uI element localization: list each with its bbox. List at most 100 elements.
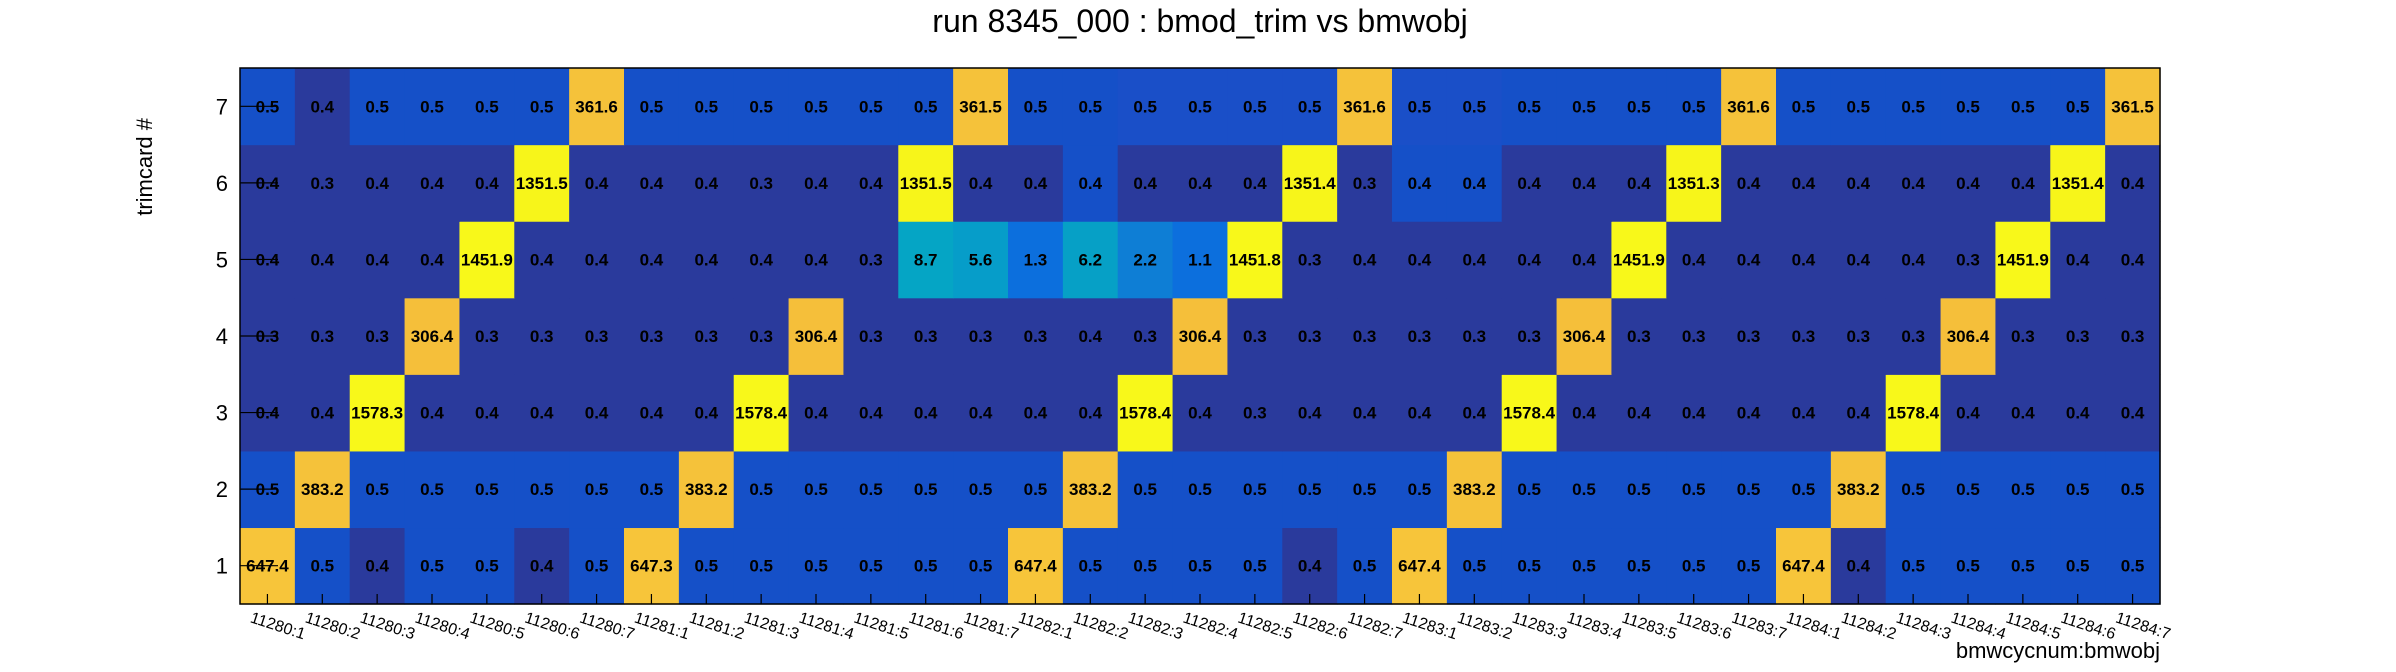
heatmap-cell [1611, 374, 1667, 452]
heatmap-cell [1282, 527, 1338, 605]
cell-value-label: 0.4 [1188, 404, 1212, 423]
cell-value-label: 0.4 [1517, 250, 1541, 269]
heatmap-cell [1392, 527, 1448, 605]
cell-value-label: 0.5 [1353, 557, 1377, 576]
heatmap-cell [678, 450, 735, 529]
heatmap-cell [1885, 527, 1942, 605]
cell-value-label: 0.5 [1078, 557, 1102, 576]
cell-value-label: 0.4 [804, 250, 828, 269]
cell-value-label: 0.4 [2121, 404, 2145, 423]
heatmap-cell [1830, 221, 1887, 299]
cell-value-label: 1578.4 [1887, 404, 1940, 423]
cell-value-label: 0.4 [2011, 404, 2035, 423]
cell-value-label: 0.3 [640, 327, 664, 346]
cell-value-label: 0.4 [804, 174, 828, 193]
x-tick-label: 11281:1 [632, 610, 691, 644]
heatmap-cell [1666, 144, 1722, 222]
cell-value-label: 0.3 [1956, 250, 1980, 269]
heatmap-cell [843, 450, 899, 529]
x-tick-label: 11280:4 [413, 610, 472, 644]
heatmap-cell [1721, 297, 1777, 375]
cell-value-label: 0.4 [640, 174, 664, 193]
cell-value-label: 0.4 [640, 404, 664, 423]
cell-labels: 647.4 0.5 0.4 0.5 0.5 0.4 0.5 647.3 0.5 0.5 0.5 0.5… [246, 97, 2154, 575]
cell-value-label: 0.4 [530, 404, 554, 423]
x-tick-label: 11284:3 [1894, 610, 1953, 644]
cell-value-label: 0.5 [914, 480, 938, 499]
cell-value-label: 0.5 [420, 97, 444, 116]
cell-value-label: 0.4 [1901, 250, 1925, 269]
cell-value-label: 0.5 [2066, 97, 2090, 116]
heatmap-cell [1721, 68, 1777, 146]
cell-value-label: 0.5 [585, 480, 609, 499]
cell-value-label: 306.4 [1179, 327, 1222, 346]
cell-value-label: 0.5 [640, 480, 664, 499]
cell-value-label: 0.4 [969, 174, 993, 193]
heatmap-cell [294, 144, 351, 222]
heatmap-cell [2050, 450, 2106, 529]
heatmap-cell [898, 144, 954, 222]
heatmap-cell [1062, 527, 1119, 605]
cell-value-label: 0.5 [420, 480, 444, 499]
x-tick-label: 11284:1 [1784, 610, 1843, 644]
heatmap-cell [294, 68, 351, 146]
cell-value-label: 0.4 [365, 174, 389, 193]
heatmap-cell [1611, 297, 1667, 375]
cell-value-label: 0.4 [694, 404, 718, 423]
cell-value-label: 0.4 [420, 404, 444, 423]
cell-value-label: 0.4 [1133, 174, 1157, 193]
cell-value-label: 0.5 [1408, 480, 1432, 499]
cell-value-label: 0.4 [749, 250, 773, 269]
heatmap-cell [733, 221, 790, 299]
cell-value-label: 0.5 [1737, 557, 1761, 576]
cell-value-label: 0.3 [749, 327, 773, 346]
heatmap-cell [1337, 450, 1393, 529]
heatmap-cell [514, 527, 570, 605]
cell-value-label: 1451.9 [461, 250, 513, 269]
heatmap-cell [349, 297, 406, 375]
cell-value-label: 0.5 [420, 557, 444, 576]
cell-value-label: 0.5 [859, 557, 883, 576]
heatmap-cell [1940, 527, 1997, 605]
heatmap-cell [2105, 221, 2161, 299]
heatmap-cell [1611, 221, 1667, 299]
cell-value-label: 0.4 [1408, 250, 1432, 269]
heatmap-cell [1940, 450, 1997, 529]
heatmap-cell [733, 68, 790, 146]
cell-value-label: 1578.4 [735, 404, 788, 423]
heatmap-cell [1776, 374, 1832, 452]
heatmap-cell [953, 527, 1009, 605]
cell-value-label: 0.4 [585, 250, 609, 269]
heatmap-cell [1666, 68, 1722, 146]
cell-value-label: 0.4 [1846, 557, 1870, 576]
cell-value-label: 306.4 [1947, 327, 1990, 346]
cell-value-label: 0.4 [1024, 404, 1048, 423]
heatmap-cell [1776, 68, 1832, 146]
x-tick-label: 11280:3 [358, 610, 417, 644]
heatmap-cell [1556, 527, 1613, 605]
cell-value-label: 0.3 [1737, 327, 1761, 346]
cell-value-label: 0.4 [1572, 250, 1596, 269]
heatmap-cell [2050, 68, 2106, 146]
heatmap-cell [953, 374, 1009, 452]
heatmap-cell [1830, 374, 1887, 452]
cell-value-label: 0.4 [1682, 404, 1706, 423]
y-tick-label: 7 [216, 94, 228, 119]
cell-value-label: 0.4 [1956, 174, 1980, 193]
heatmap-cell [1227, 221, 1283, 299]
heatmap-cell [1776, 221, 1832, 299]
heatmap-cell [1446, 374, 1503, 452]
cell-value-label: 306.4 [1563, 327, 1606, 346]
cell-value-label: 0.5 [1792, 97, 1816, 116]
cell-value-label: 0.5 [1188, 97, 1212, 116]
cell-value-label: 0.4 [310, 250, 334, 269]
cell-value-label: 0.5 [1792, 480, 1816, 499]
cell-value-label: 0.5 [1243, 480, 1267, 499]
heatmap-cell [1501, 221, 1558, 299]
cell-value-label: 0.4 [2011, 174, 2035, 193]
heatmap-cell [1282, 297, 1338, 375]
cell-value-label: 0.5 [1298, 97, 1322, 116]
y-axis-title: trimcard # [132, 117, 157, 216]
heatmap-cell [843, 527, 899, 605]
cell-value-label: 0.5 [859, 97, 883, 116]
